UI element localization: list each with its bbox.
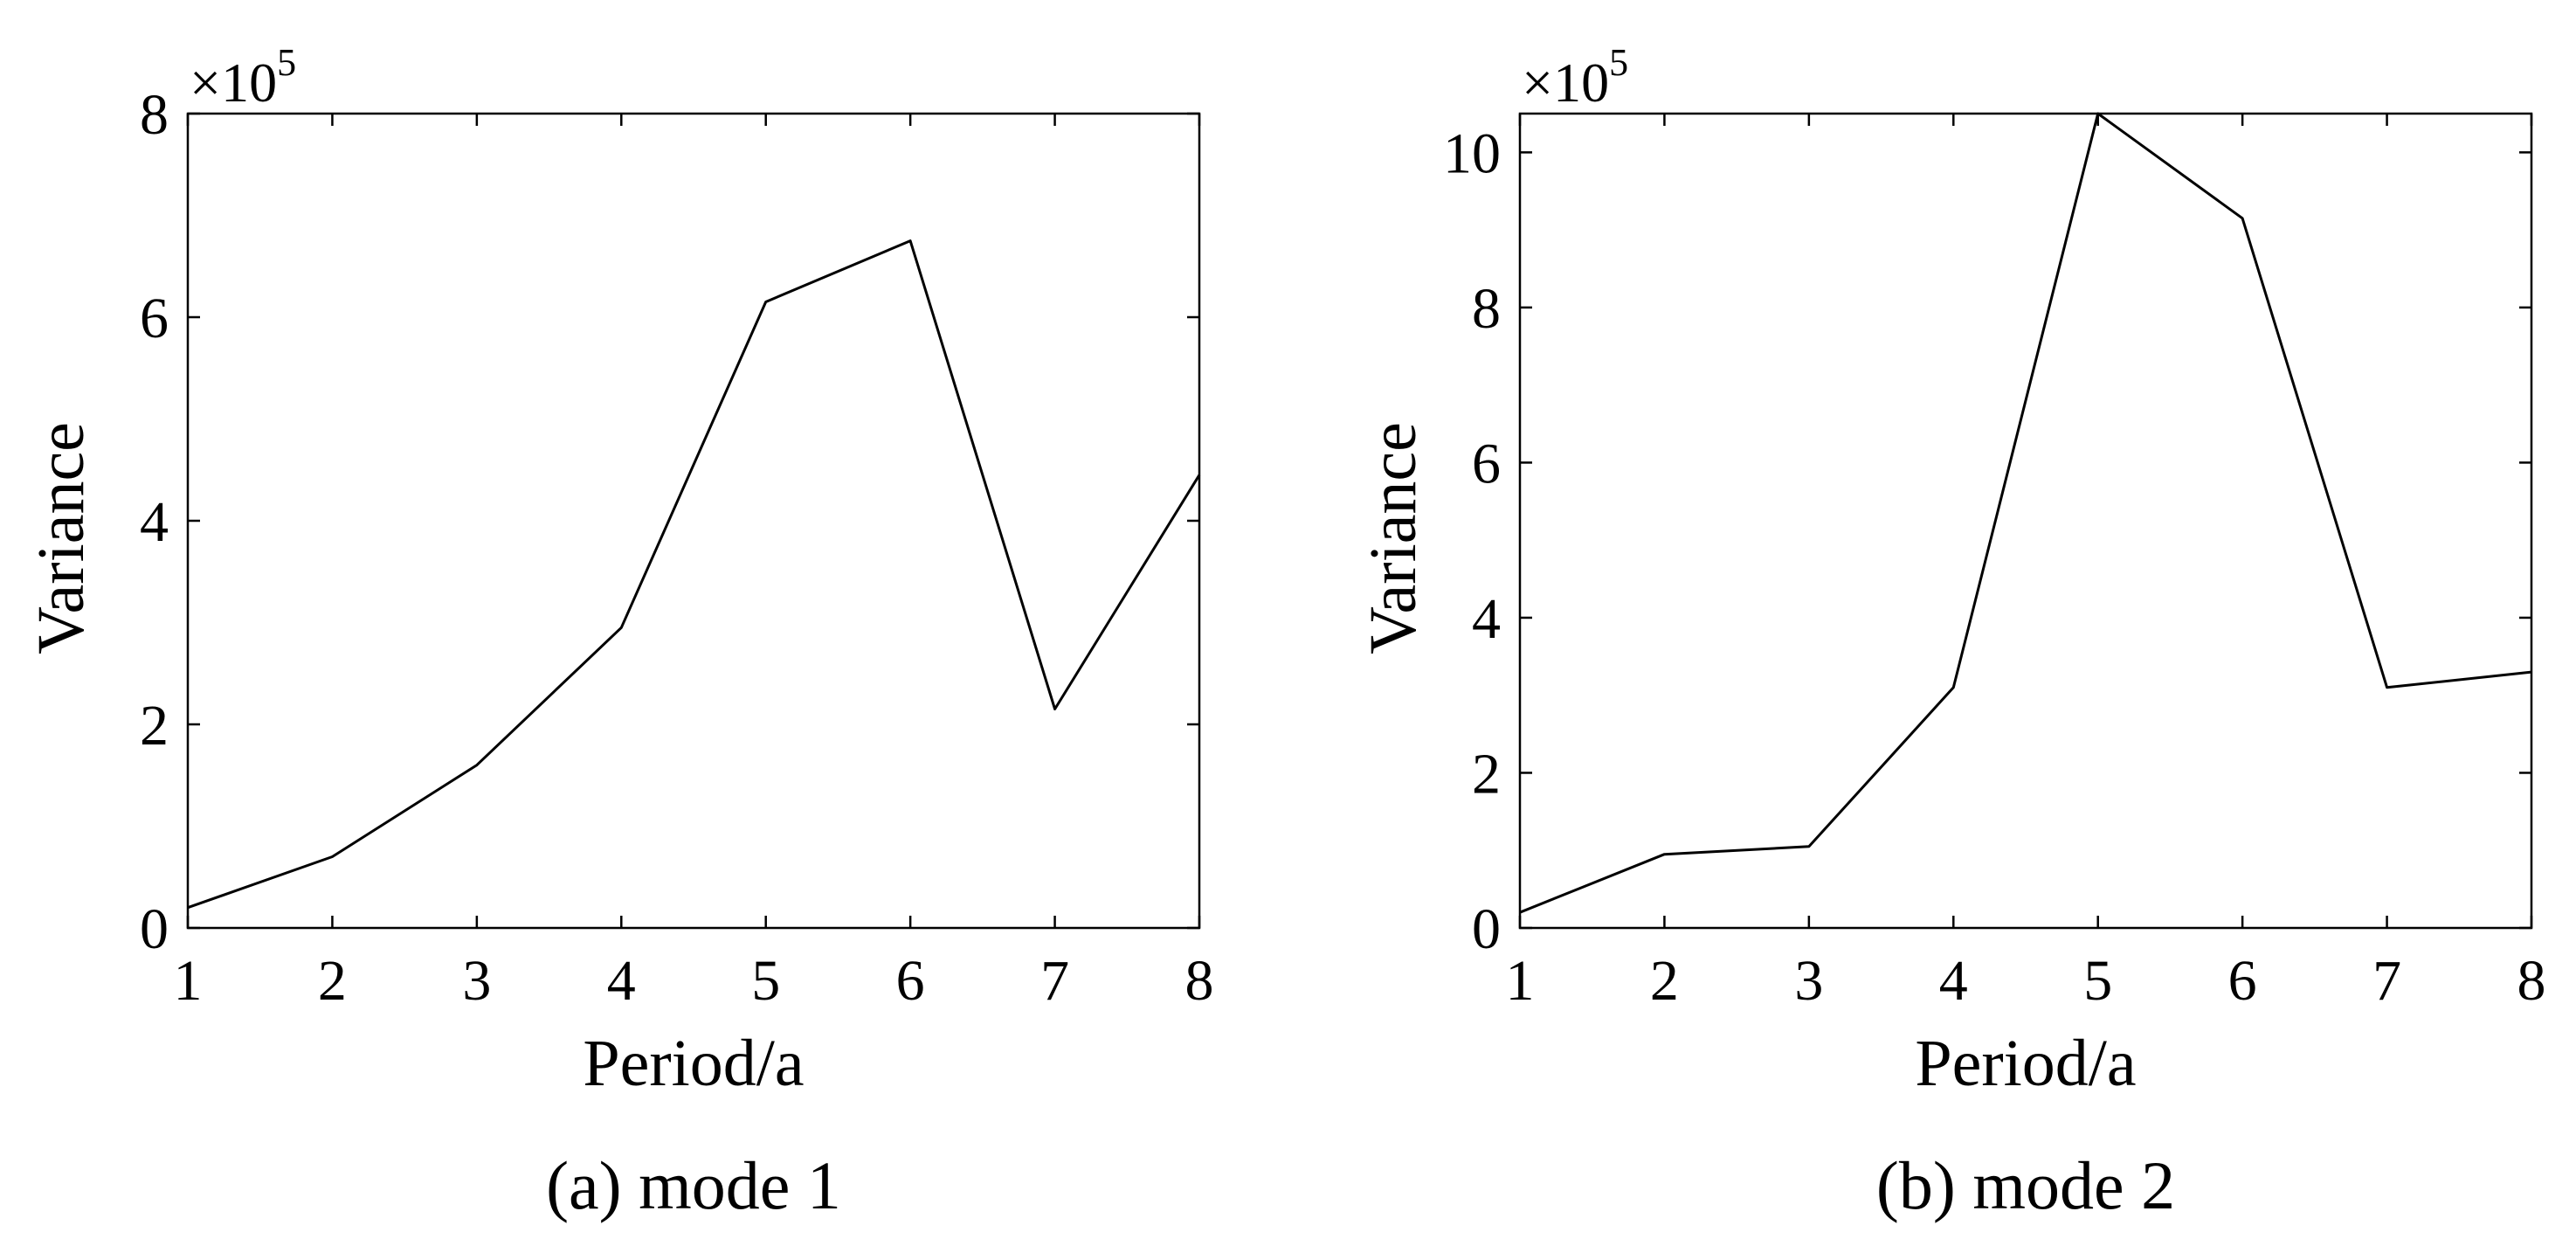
x-tick-label: 8	[1185, 949, 1214, 1013]
x-tick-label: 2	[318, 949, 347, 1013]
panel-caption: (b) mode 2	[1876, 1147, 2175, 1223]
x-axis-label: Period/a	[583, 1027, 804, 1100]
x-tick-label: 7	[2372, 949, 2401, 1013]
y-tick-label: 4	[1472, 587, 1501, 651]
y-tick-label: 8	[1472, 277, 1501, 341]
y-multiplier: ×105	[1522, 41, 1628, 114]
x-tick-label: 8	[2517, 949, 2546, 1013]
y-tick-label: 4	[140, 490, 169, 554]
y-multiplier: ×105	[190, 41, 296, 114]
plot-frame	[1518, 112, 2533, 930]
x-tick-label: 4	[1939, 949, 1968, 1013]
y-axis-label: Variance	[1357, 422, 1430, 654]
x-tick-label: 2	[1650, 949, 1679, 1013]
y-tick-label: 6	[1472, 432, 1501, 495]
x-tick-label: 1	[1506, 949, 1535, 1013]
x-axis-label: Period/a	[1915, 1027, 2136, 1100]
y-tick-label: 2	[140, 694, 169, 758]
y-axis-label: Variance	[24, 422, 98, 654]
x-tick-label: 3	[462, 949, 491, 1013]
series-line-1	[1519, 112, 2532, 914]
x-tick-label: 6	[2228, 949, 2257, 1013]
y-multiplier-base: ×10	[190, 52, 277, 114]
y-tick-label: 2	[1472, 742, 1501, 806]
y-tick-label: 8	[140, 83, 169, 147]
plot-frame	[186, 112, 1201, 930]
x-tick-label: 5	[751, 949, 780, 1013]
y-tick-label: 0	[1472, 897, 1501, 961]
x-tick-label: 3	[1794, 949, 1823, 1013]
x-tick-label: 6	[896, 949, 925, 1013]
y-multiplier-exponent: 5	[277, 41, 296, 84]
x-tick-label: 5	[2083, 949, 2112, 1013]
x-tick-label: 1	[174, 949, 203, 1013]
x-tick-label: 7	[1040, 949, 1069, 1013]
y-multiplier-base: ×10	[1522, 52, 1609, 114]
y-tick-label: 0	[140, 897, 169, 961]
y-tick-label: 10	[1443, 121, 1501, 185]
series-line-1	[187, 239, 1201, 910]
panel-caption: (a) mode 1	[546, 1147, 841, 1223]
y-multiplier-exponent: 5	[1609, 41, 1628, 84]
y-tick-label: 6	[140, 287, 169, 350]
x-tick-label: 4	[607, 949, 636, 1013]
